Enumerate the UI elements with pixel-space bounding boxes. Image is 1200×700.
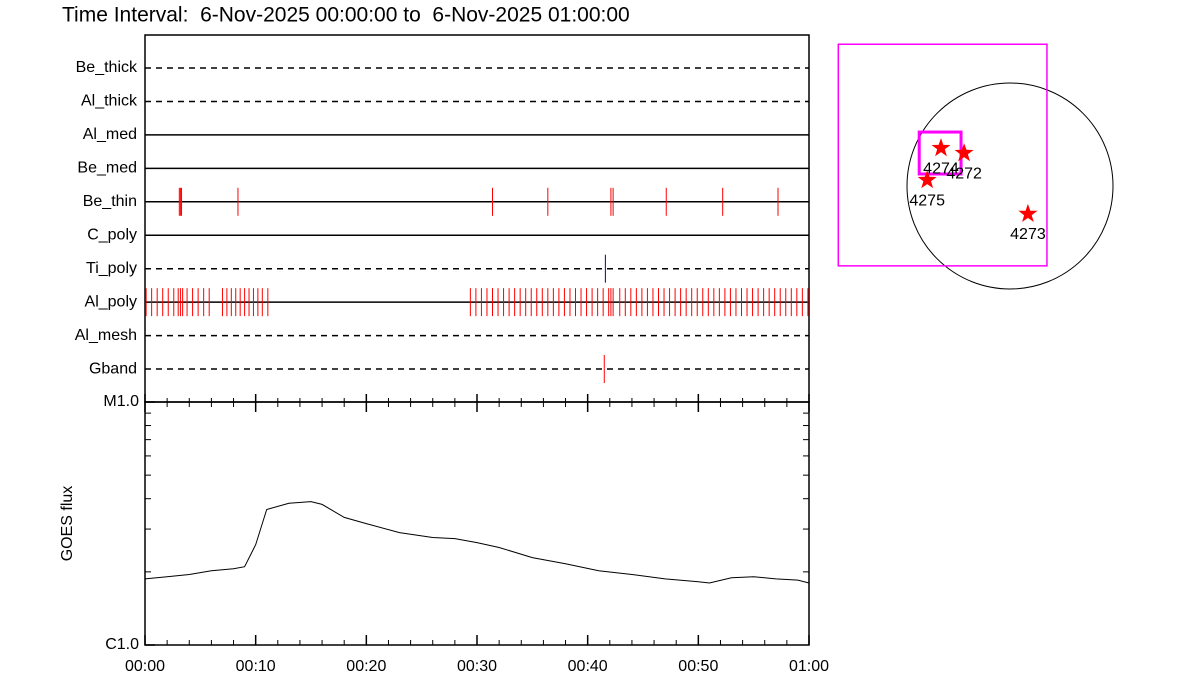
row-label: Al_poly bbox=[85, 293, 137, 310]
y-axis-label: GOES flux bbox=[59, 486, 76, 562]
region-label: 4272 bbox=[946, 165, 982, 182]
region-star bbox=[931, 138, 951, 157]
region-label: 4274 bbox=[923, 160, 959, 177]
x-tick-label: 01:00 bbox=[789, 658, 829, 675]
flux-line bbox=[144, 501, 810, 584]
plot-frame bbox=[144, 401, 810, 646]
row-label: C_poly bbox=[87, 226, 137, 243]
x-tick-label: 00:50 bbox=[678, 658, 718, 675]
y-tick-label: M1.0 bbox=[103, 393, 139, 410]
x-tick-label: 00:00 bbox=[125, 658, 165, 675]
row-label: Al_mesh bbox=[75, 327, 137, 344]
x-tick-label: 00:20 bbox=[346, 658, 386, 675]
solar-disk bbox=[906, 82, 1114, 290]
row-label: Ti_poly bbox=[86, 260, 137, 277]
row-label: Gband bbox=[89, 360, 137, 377]
region-star bbox=[917, 170, 937, 189]
row-label: Be_med bbox=[77, 160, 137, 177]
x-tick-label: 00:30 bbox=[457, 658, 497, 675]
row-label: Be_thick bbox=[76, 59, 138, 76]
field-of-view bbox=[837, 43, 1048, 267]
row-label: Al_med bbox=[83, 126, 137, 143]
region-label: 4273 bbox=[1010, 226, 1046, 243]
region-star bbox=[954, 143, 974, 162]
x-tick-label: 00:40 bbox=[568, 658, 608, 675]
row-label: Be_thin bbox=[83, 193, 137, 210]
title: Time Interval: 6-Nov-2025 00:00:00 to 6-… bbox=[62, 4, 630, 27]
y-tick-label: C1.0 bbox=[105, 636, 139, 653]
row-label: Al_thick bbox=[81, 93, 138, 110]
x-tick-label: 00:10 bbox=[236, 658, 276, 675]
plot-frame bbox=[144, 34, 810, 403]
region-label: 4275 bbox=[909, 192, 945, 209]
region-star bbox=[1018, 203, 1038, 222]
